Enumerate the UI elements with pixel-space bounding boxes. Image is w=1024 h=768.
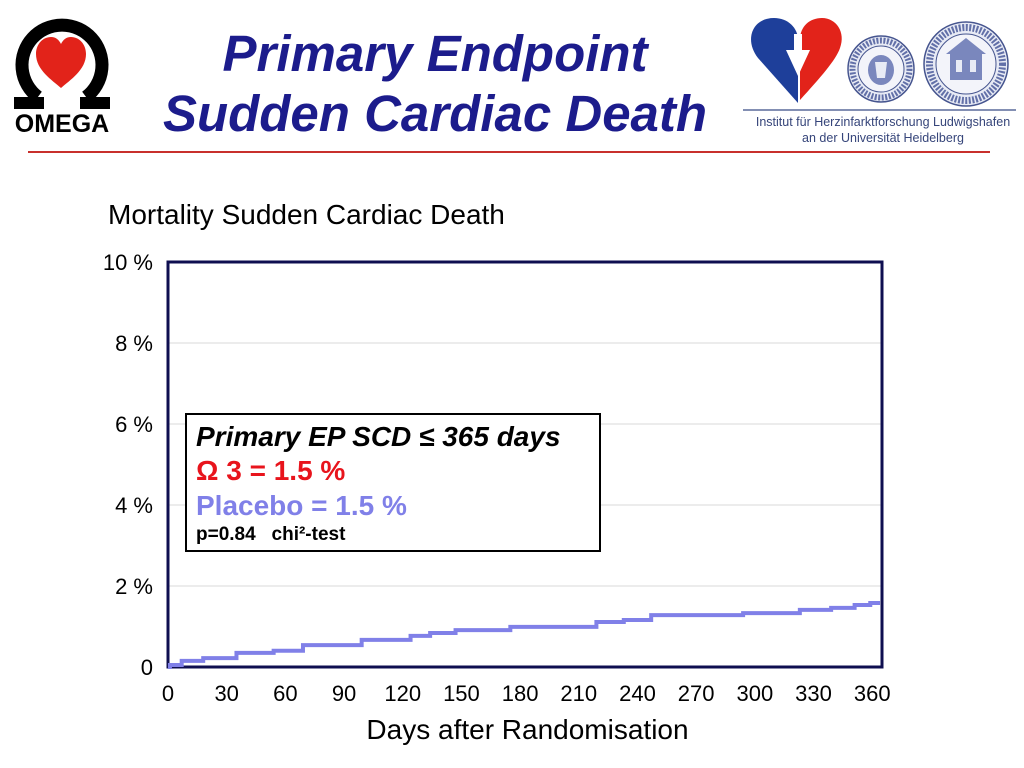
y-tick-label: 4 %: [115, 493, 153, 518]
x-tick-label: 210: [560, 681, 597, 706]
heart-icon: [36, 37, 86, 88]
omega-symbol-icon: [15, 18, 109, 103]
x-tick-label: 120: [384, 681, 421, 706]
x-tick-label: 360: [854, 681, 891, 706]
seal-icon: [847, 35, 915, 103]
result-annotation-box: Primary EP SCD ≤ 365 days Ω 3 = 1.5 % Pl…: [185, 413, 601, 552]
x-tick-label: 150: [443, 681, 480, 706]
x-tick-label: 0: [162, 681, 174, 706]
omega-logo: OMEGA: [14, 18, 110, 138]
x-tick-label: 300: [736, 681, 773, 706]
annotation-placebo-result: Placebo = 1.5 %: [196, 492, 407, 520]
annotation-omega3-result: Ω 3 = 1.5 %: [196, 455, 346, 486]
x-tick-label: 60: [273, 681, 297, 706]
x-tick-label: 240: [619, 681, 656, 706]
tick-labels: 0 2 % 4 % 6 % 8 % 10 % 0 30 60 90 120 150 180 210 240 2…: [103, 250, 891, 706]
x-tick-label: 330: [795, 681, 832, 706]
omega-logo-text: OMEGA: [15, 110, 109, 138]
slide-title-line-2: Sudden Cardiac Death: [162, 85, 708, 142]
slide-title-line-1: Primary Endpoint: [222, 25, 648, 82]
header-divider: [28, 151, 990, 153]
series-line-placebo: [167, 601, 881, 669]
omega-right-foot: [80, 97, 110, 109]
y-tick-label: 6 %: [115, 412, 153, 437]
placebo-series-name: Placebo: [196, 490, 304, 521]
y-tick-label: 8 %: [115, 331, 153, 356]
institute-logos: [743, 18, 1016, 111]
annotation-heading: Primary EP SCD ≤ 365 days: [196, 421, 561, 452]
omega-left-foot: [14, 97, 44, 109]
x-tick-label: 270: [678, 681, 715, 706]
institute-heart-logo: [751, 18, 842, 103]
annotation-statistics: p=0.84 chi²-test: [196, 524, 346, 545]
chart-title: Mortality Sudden Cardiac Death: [108, 199, 505, 230]
institute-name-line-1: Institut für Herzinfarktforschung Ludwig…: [755, 115, 1011, 129]
x-axis-label: Days after Randomisation: [366, 714, 688, 745]
x-tick-label: 180: [502, 681, 539, 706]
institute-name: Institut für Herzinfarktforschung Ludwig…: [745, 114, 1021, 146]
x-tick-label: 30: [214, 681, 238, 706]
x-tick-label: 90: [332, 681, 356, 706]
y-tick-label: 10 %: [103, 250, 153, 275]
y-tick-label: 2 %: [115, 574, 153, 599]
series: [167, 601, 881, 669]
placebo-result-value: = 1.5 %: [311, 490, 407, 521]
institute-name-line-2: an der Universität Heidelberg: [802, 131, 964, 145]
plot-frame: [166, 260, 884, 669]
seal-icon: [923, 21, 1009, 107]
y-tick-label: 0: [141, 655, 153, 680]
